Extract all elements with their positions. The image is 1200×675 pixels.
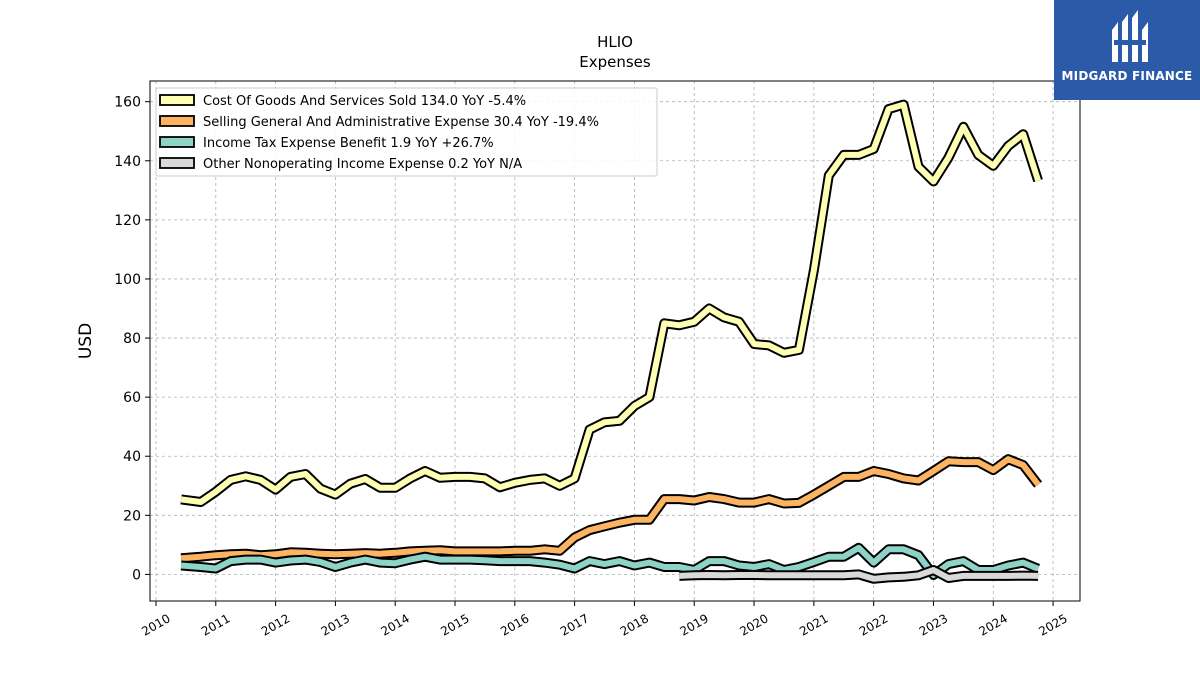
series-line-3 [679,567,1039,582]
legend-label-0: Cost Of Goods And Services Sold 134.0 Yo… [203,94,526,109]
series-line-0 [180,101,1041,505]
x-tick-label: 2013 [319,611,352,638]
x-tick-label: 2010 [139,611,172,638]
plot-frame [149,80,1081,602]
x-tick-label: 2012 [259,611,292,638]
x-tick-label: 2017 [558,611,591,638]
x-tick-label: 2023 [917,611,950,638]
y-tick-label: 100 [114,272,141,288]
y-tick-label: 40 [123,449,141,465]
series-layer [180,99,1043,584]
y-tick-label: 120 [114,213,141,229]
brand-logo: MIDGARD FINANCE [1054,0,1200,100]
legend-swatch-1 [159,115,195,127]
legend-label-3: Other Nonoperating Income Expense 0.2 Yo… [203,157,522,172]
x-tick-label: 2014 [378,611,411,638]
legend-label-2: Income Tax Expense Benefit 1.9 YoY +26.7… [203,136,494,151]
legend-frame [155,87,658,177]
y-tick-label: 80 [123,331,141,347]
x-tick-label: 2018 [618,611,651,638]
y-tick-label: 0 [132,567,141,583]
legend-swatch-3 [159,157,195,169]
chart-title: HLIO [597,33,633,51]
x-tick-label: 2020 [737,611,770,638]
x-tick-label: 2024 [977,611,1010,638]
y-tick-label: 160 [114,95,141,111]
x-tick-label: 2015 [438,611,471,638]
series-line-2 [180,544,1040,578]
brand-name: MIDGARD FINANCE [1061,69,1193,83]
y-axis-label: USD [76,323,96,359]
x-tick-label: 2025 [1036,611,1069,638]
y-tick-label: 20 [123,508,141,524]
chart-legend: Cost Of Goods And Services Sold 134.0 Yo… [155,87,658,177]
x-tick-label: 2019 [678,611,711,638]
midgard-logo-icon [1112,10,1148,62]
legend-label-1: Selling General And Administrative Expen… [203,115,599,130]
chart-subtitle: Expenses [579,53,651,71]
x-tick-label: 2022 [857,611,890,638]
x-tick-label: 2021 [797,611,830,638]
x-tick-label: 2016 [498,611,531,638]
y-tick-label: 60 [123,390,141,406]
x-tick-label: 2011 [199,611,232,638]
series-line-1 [180,456,1041,562]
legend-swatch-2 [159,136,195,148]
y-tick-label: 140 [114,154,141,170]
legend-swatch-0 [159,94,195,106]
